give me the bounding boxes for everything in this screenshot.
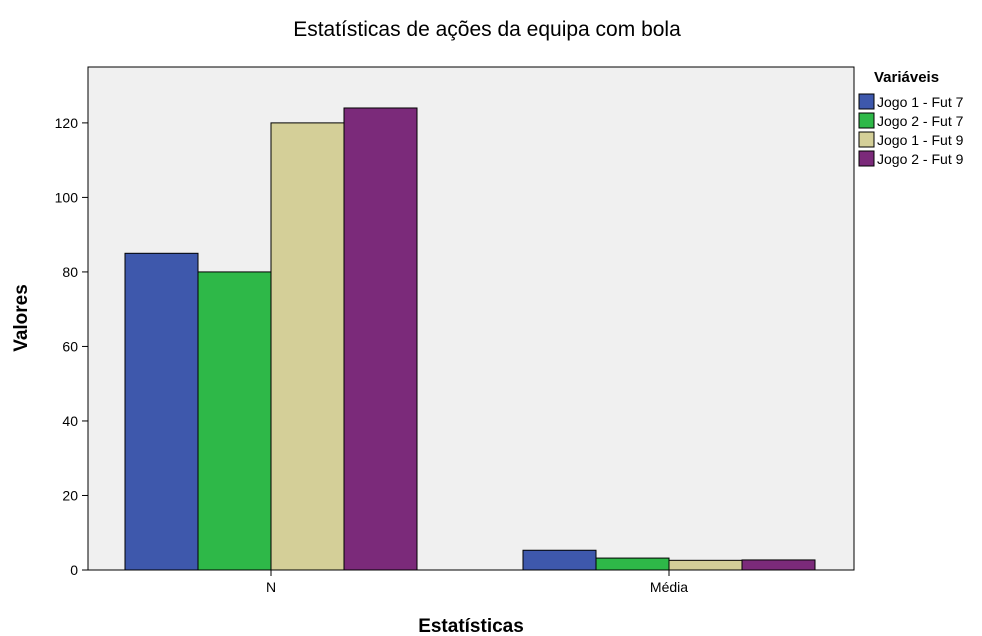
y-tick-label: 100 [55, 189, 79, 205]
x-axis-label: Estatísticas [418, 616, 524, 636]
bar [522, 549, 597, 571]
bar [668, 559, 743, 571]
legend-swatch [858, 112, 875, 129]
bar [270, 122, 345, 571]
x-tick-label: N [266, 579, 276, 595]
y-tick-label: 120 [55, 115, 79, 131]
legend: Variáveis Jogo 1 - Fut 7 Jogo 2 - Fut 7 Jo… [858, 69, 964, 167]
legend-title: Variáveis [874, 69, 939, 86]
y-tick-label: 40 [62, 413, 78, 429]
bar [124, 252, 199, 571]
bar [741, 559, 816, 571]
bar [197, 271, 272, 571]
legend-swatch [858, 93, 875, 110]
legend-label: Jogo 1 - Fut 7 [877, 94, 964, 110]
y-tick-label: 20 [62, 487, 78, 503]
legend-label: Jogo 1 - Fut 9 [877, 132, 964, 148]
legend-label: Jogo 2 - Fut 7 [877, 113, 964, 129]
legend-label: Jogo 2 - Fut 9 [877, 151, 964, 167]
y-axis-label: Valores [11, 284, 32, 352]
y-tick-label: 60 [62, 338, 78, 354]
bars-group [124, 107, 816, 571]
bar [343, 107, 418, 571]
legend-swatch [858, 150, 875, 167]
x-axis: N Média [266, 570, 688, 595]
chart-title: Estatísticas de ações da equipa com bola [293, 18, 681, 41]
y-tick-label: 0 [70, 562, 78, 578]
y-axis: 0 20 40 60 80 100 120 [55, 115, 88, 578]
y-tick-label: 80 [62, 264, 78, 280]
bar [595, 557, 670, 571]
x-tick-label: Média [650, 579, 688, 595]
legend-swatch [858, 131, 875, 148]
